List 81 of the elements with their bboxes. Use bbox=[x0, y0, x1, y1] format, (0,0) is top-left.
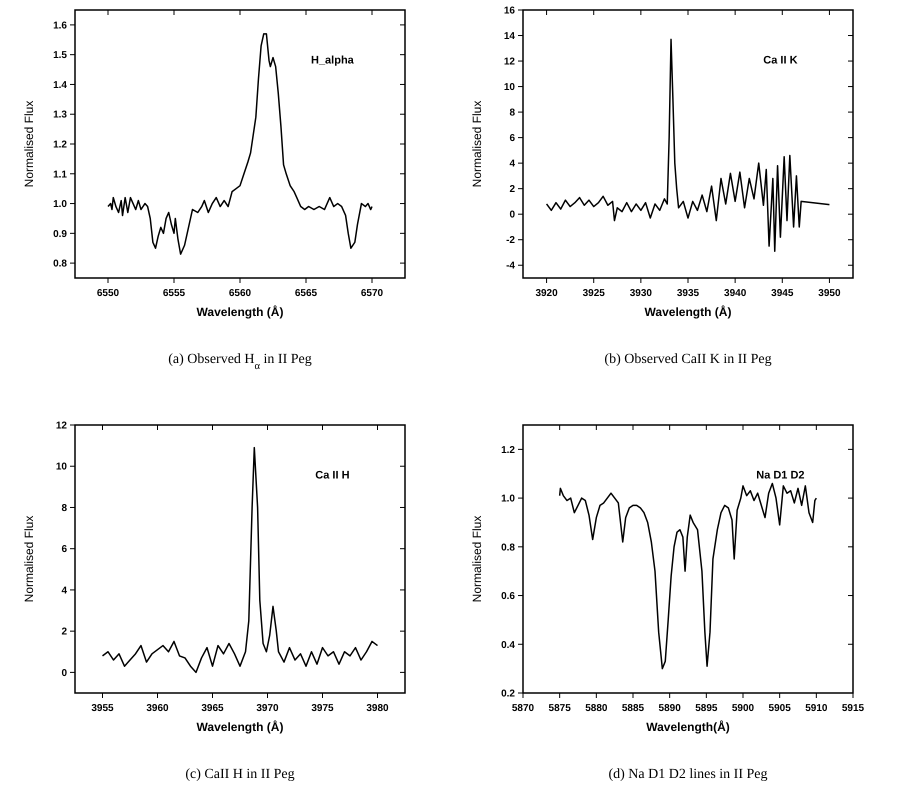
y-tick-label: 0 bbox=[61, 668, 68, 679]
x-tick-label: 5870 bbox=[512, 703, 535, 714]
y-tick-label: 8 bbox=[61, 502, 68, 514]
x-tick-label: 3920 bbox=[535, 288, 558, 299]
line-series bbox=[546, 38, 830, 252]
y-tick-label: 6 bbox=[61, 544, 68, 556]
annotation: Ca II H bbox=[315, 470, 350, 482]
x-tick-label: 5890 bbox=[658, 703, 682, 714]
text: (b) Observed CaII K in II Peg bbox=[604, 352, 772, 367]
y-axis-title: Normalised Flux bbox=[470, 516, 484, 602]
y-tick-label: 0.4 bbox=[501, 640, 516, 651]
x-tick-label: 5875 bbox=[548, 703, 572, 714]
x-tick-label: 6570 bbox=[360, 288, 384, 299]
y-tick-label: 12 bbox=[56, 420, 68, 432]
x-tick-label: 5915 bbox=[842, 703, 865, 714]
x-tick-label: 3950 bbox=[818, 288, 841, 299]
y-tick-label: 1.2 bbox=[501, 444, 516, 456]
y-tick-label: 12 bbox=[504, 56, 516, 68]
line-series bbox=[107, 33, 373, 255]
y-tick-label: 10 bbox=[504, 82, 516, 94]
annotation: H_alpha bbox=[311, 54, 355, 67]
y-tick-label: 2 bbox=[509, 184, 516, 196]
line-series bbox=[558, 482, 818, 670]
x-tick-label: 3965 bbox=[201, 703, 224, 714]
y-axis-title: Normalised Flux bbox=[22, 100, 36, 188]
y-tick-label: 0 bbox=[509, 210, 516, 221]
x-axis-title: Wavelength (Å) bbox=[196, 305, 284, 319]
y-tick-label: 0.2 bbox=[501, 688, 516, 700]
x-tick-label: 5885 bbox=[622, 703, 645, 714]
annotation: Na D1 D2 bbox=[756, 470, 805, 482]
y-tick-label: 6 bbox=[509, 133, 516, 144]
y-tick-label: 0.8 bbox=[53, 258, 68, 270]
line-series bbox=[102, 446, 378, 674]
y-tick-label: 0.9 bbox=[53, 228, 68, 240]
y-tick-label: 4 bbox=[61, 585, 68, 596]
y-tick-label: 1.0 bbox=[501, 494, 516, 505]
x-tick-label: 3955 bbox=[91, 703, 114, 714]
y-axis-title: Normalised Flux bbox=[470, 100, 484, 188]
x-tick-label: 3960 bbox=[146, 703, 170, 714]
y-tick-label: -2 bbox=[506, 235, 516, 246]
x-tick-label: 3940 bbox=[724, 288, 747, 299]
x-tick-label: 3930 bbox=[630, 288, 652, 299]
y-tick-label: 1.1 bbox=[53, 169, 68, 180]
text: (c) CaII H in II Peg bbox=[185, 767, 295, 782]
x-tick-label: 5900 bbox=[732, 703, 755, 714]
y-tick-label: -4 bbox=[506, 260, 516, 272]
x-tick-label: 3935 bbox=[676, 288, 700, 299]
y-tick-label: 1.4 bbox=[53, 80, 68, 91]
x-tick-label: 3945 bbox=[771, 288, 794, 299]
y-tick-label: 14 bbox=[504, 31, 516, 42]
x-axis-title: Wavelength(Å) bbox=[646, 720, 730, 734]
x-tick-label: 5880 bbox=[585, 703, 608, 714]
y-tick-label: 1.5 bbox=[53, 50, 68, 62]
x-tick-label: 3925 bbox=[582, 288, 606, 299]
x-axis-title: Wavelength (Å) bbox=[196, 720, 284, 734]
x-tick-label: 5910 bbox=[805, 703, 828, 714]
x-axis-title: Wavelength (Å) bbox=[644, 305, 732, 319]
x-tick-label: 3975 bbox=[311, 703, 334, 714]
x-tick-label: 5905 bbox=[768, 703, 792, 714]
x-tick-label: 6565 bbox=[294, 288, 318, 299]
y-tick-label: 1.3 bbox=[53, 110, 68, 121]
x-tick-label: 6550 bbox=[96, 288, 120, 299]
y-tick-label: 16 bbox=[504, 6, 516, 16]
annotation: Ca II K bbox=[763, 54, 798, 67]
y-tick-label: 0.8 bbox=[501, 542, 516, 554]
x-tick-label: 3980 bbox=[366, 703, 390, 714]
y-tick-label: 8 bbox=[509, 108, 516, 119]
y-tick-label: 4 bbox=[509, 158, 516, 170]
x-tick-label: 6560 bbox=[228, 288, 252, 299]
x-tick-label: 5895 bbox=[695, 703, 718, 714]
y-axis-title: Normalised Flux bbox=[22, 516, 36, 602]
y-tick-label: 1.2 bbox=[53, 140, 68, 150]
x-tick-label: 6555 bbox=[162, 288, 186, 299]
text: (d) Na D1 D2 lines in II Peg bbox=[608, 767, 768, 782]
y-tick-label: 1.0 bbox=[53, 199, 68, 210]
text: (a) Observed H$_{α}$ in II Peg bbox=[168, 352, 312, 372]
y-tick-label: 1.6 bbox=[53, 20, 68, 32]
y-tick-label: 10 bbox=[56, 462, 68, 473]
y-tick-label: 0.6 bbox=[501, 591, 516, 602]
y-tick-label: 2 bbox=[61, 626, 68, 638]
x-tick-label: 3970 bbox=[256, 703, 280, 714]
